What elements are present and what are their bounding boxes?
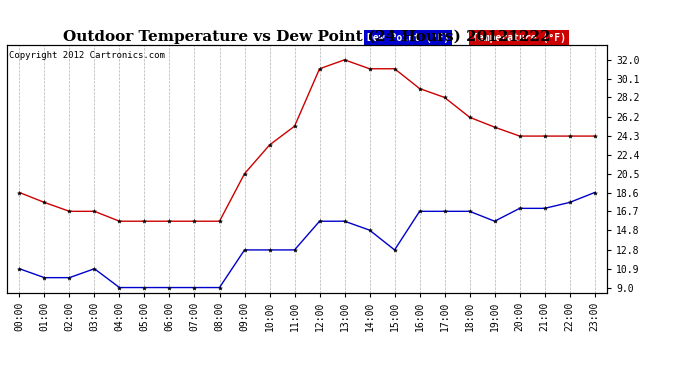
Text: Dew Point (°F): Dew Point (°F) <box>367 33 449 42</box>
Text: Copyright 2012 Cartronics.com: Copyright 2012 Cartronics.com <box>9 51 165 60</box>
Title: Outdoor Temperature vs Dew Point (24 Hours) 20121222: Outdoor Temperature vs Dew Point (24 Hou… <box>63 30 551 44</box>
Text: Temperature (°F): Temperature (°F) <box>472 33 566 42</box>
